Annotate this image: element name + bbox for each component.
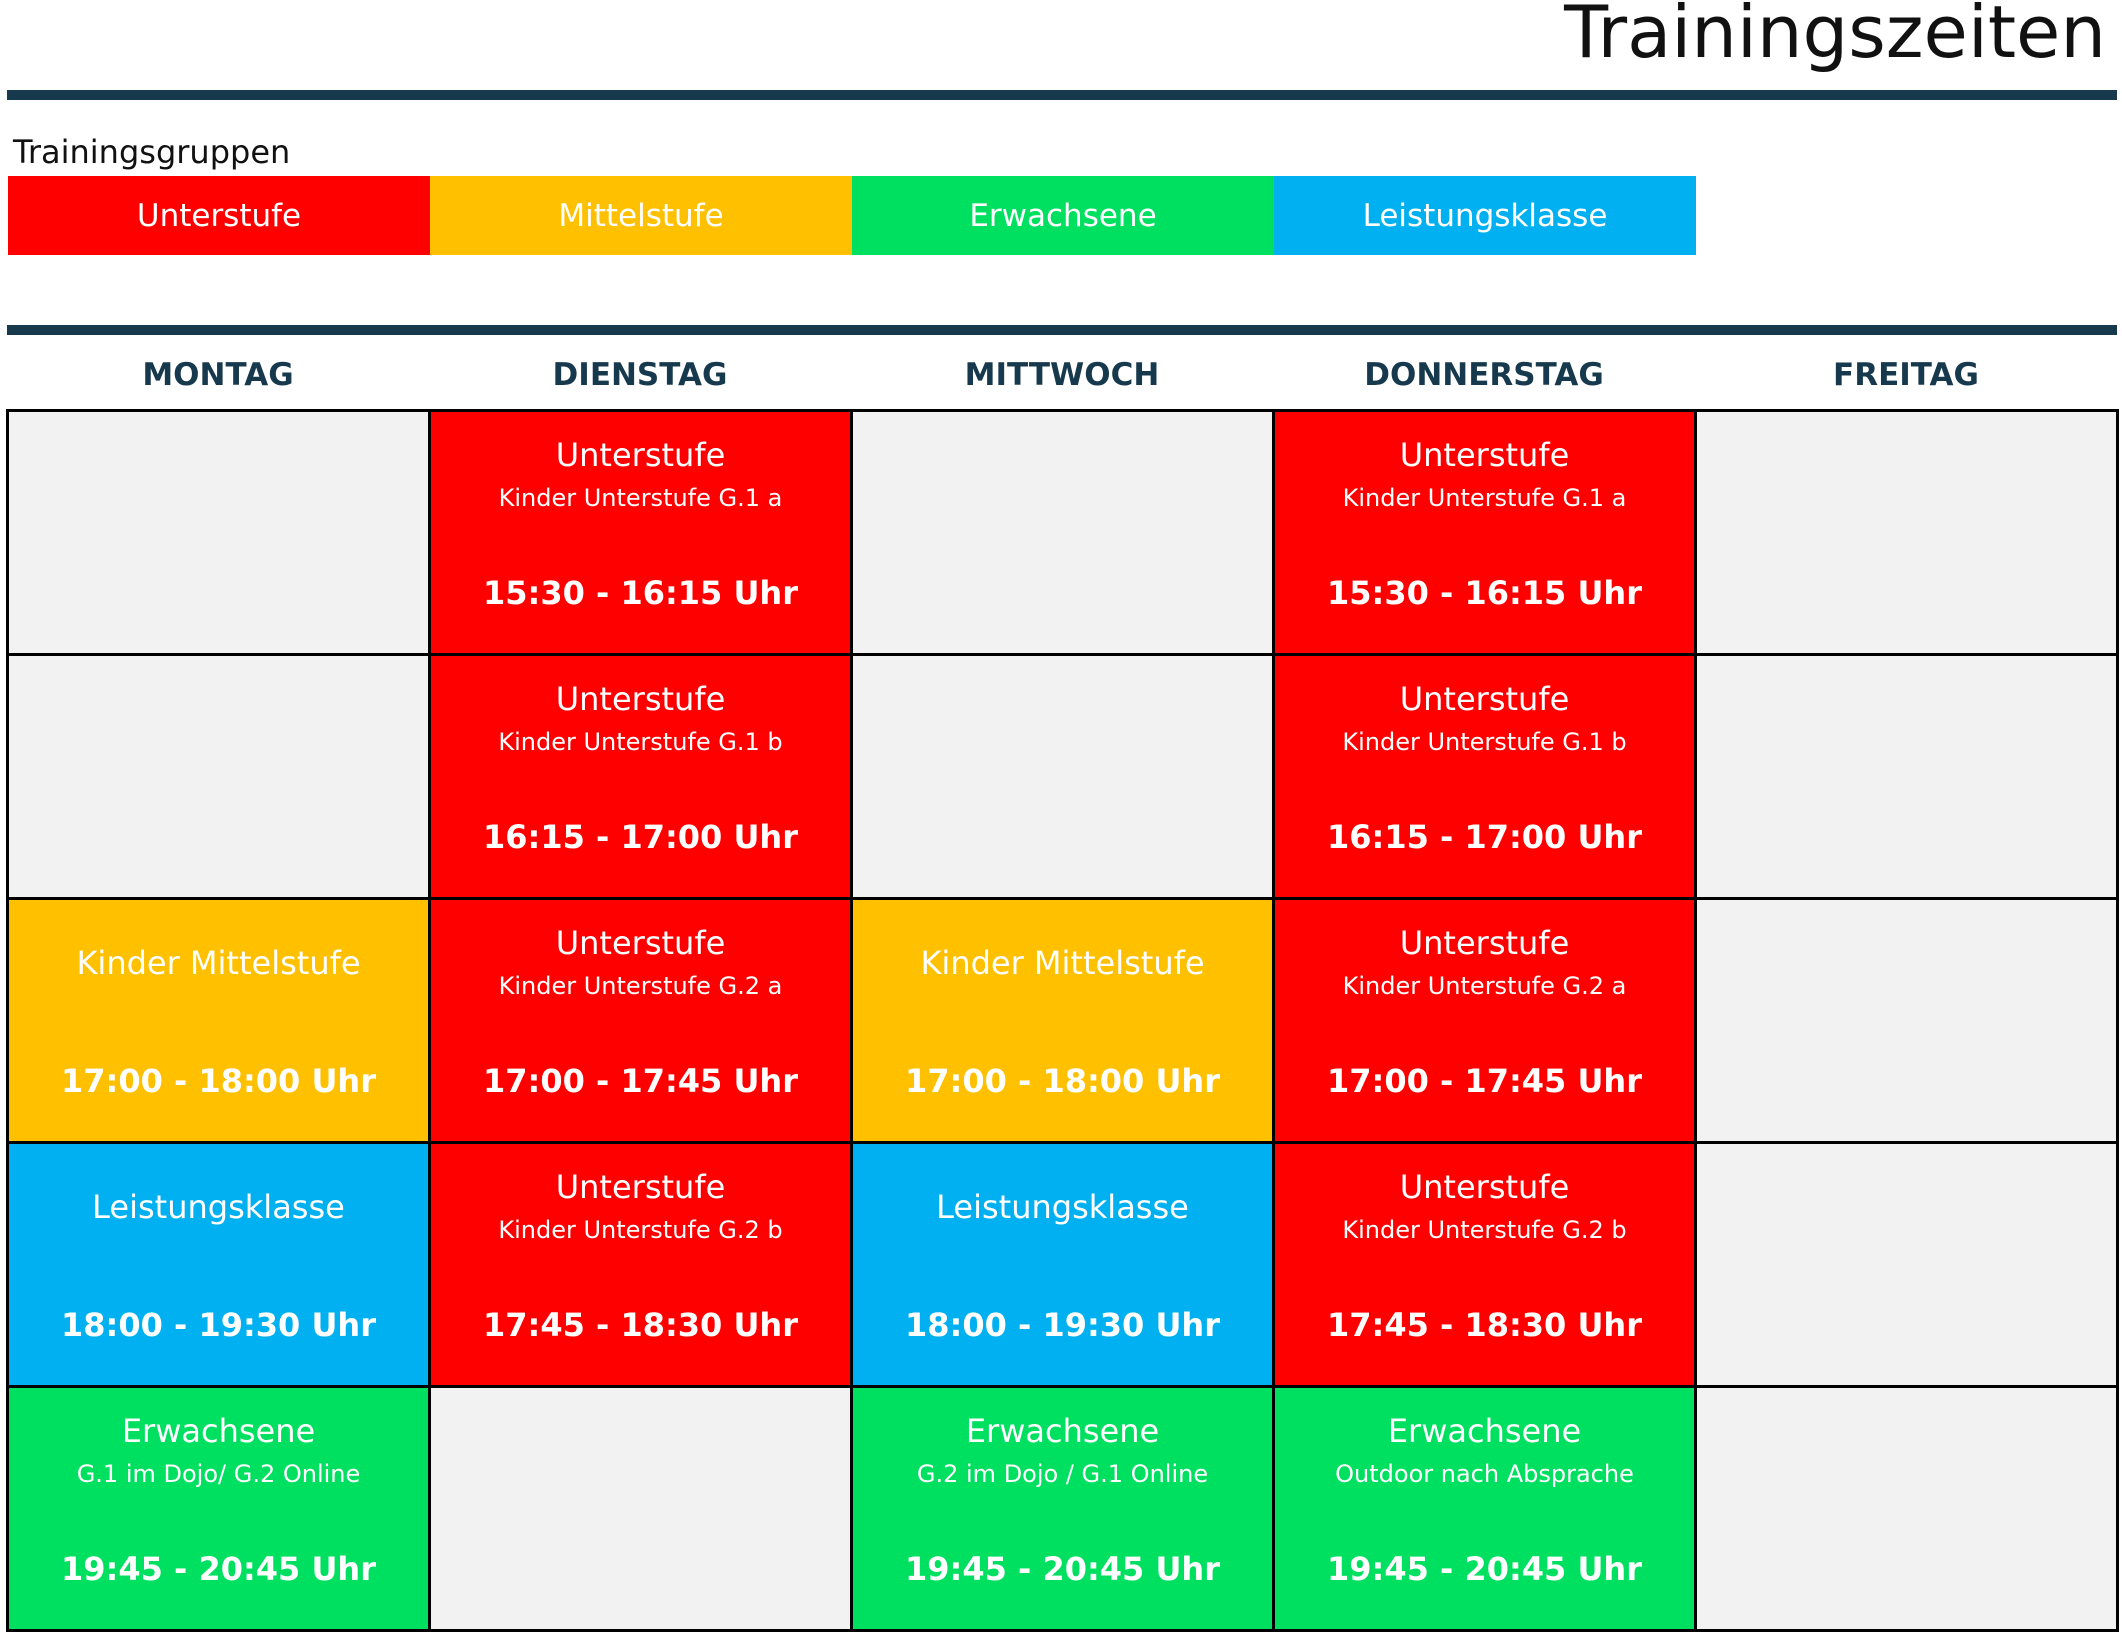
schedule-cell-empty [1697,1388,2119,1632]
session-time: 15:30 - 16:15 Uhr [1327,574,1642,612]
legend-item-mittelstufe: Mittelstufe [430,176,852,255]
session-title: Unterstufe [1399,924,1570,962]
session-subtitle: Kinder Unterstufe G.2 b [498,1216,783,1244]
legend-item-unterstufe: Unterstufe [8,176,430,255]
session-time: 17:00 - 18:00 Uhr [905,1062,1220,1100]
session-title: Leistungsklasse [92,1188,345,1226]
session-time: 18:00 - 19:30 Uhr [905,1306,1220,1344]
schedule-cell: Leistungsklasse 18:00 - 19:30 Uhr [853,1144,1275,1388]
session-subtitle: Kinder Unterstufe G.1 a [498,484,783,512]
session-time: 17:00 - 17:45 Uhr [483,1062,798,1100]
session-subtitle: G.2 im Dojo / G.1 Online [916,1460,1209,1488]
day-header-freitag: FREITAG [1833,357,1979,393]
session-time: 15:30 - 16:15 Uhr [483,574,798,612]
session-subtitle: Kinder Unterstufe G.2 a [1342,972,1627,1000]
legend-item-erwachsene: Erwachsene [852,176,1274,255]
session-time: 16:15 - 17:00 Uhr [1327,818,1642,856]
day-header-dienstag: DIENSTAG [552,357,728,393]
session-title: Unterstufe [1399,1168,1570,1206]
schedule-grid: Unterstufe Kinder Unterstufe G.1 a 15:30 -… [6,409,2119,1632]
session-time: 17:45 - 18:30 Uhr [483,1306,798,1344]
session-title: Unterstufe [555,1168,726,1206]
session-subtitle: Kinder Unterstufe G.1 b [498,728,783,756]
day-header-mittwoch: MITTWOCH [964,357,1160,393]
divider-top [7,90,2117,100]
session-time: 17:45 - 18:30 Uhr [1327,1306,1642,1344]
schedule-cell-empty [9,656,431,900]
schedule-cell-empty [1697,900,2119,1144]
session-title: Erwachsene [1387,1412,1582,1450]
session-time: 17:00 - 18:00 Uhr [61,1062,376,1100]
session-subtitle: G.1 im Dojo/ G.2 Online [76,1460,361,1488]
day-header-donnerstag: DONNERSTAG [1364,357,1604,393]
session-title: Erwachsene [965,1412,1160,1450]
schedule-cell: Unterstufe Kinder Unterstufe G.2 b 17:45 -… [1275,1144,1697,1388]
session-time: 18:00 - 19:30 Uhr [61,1306,376,1344]
schedule-cell-empty [1697,656,2119,900]
session-title: Erwachsene [121,1412,316,1450]
session-time: 19:45 - 20:45 Uhr [1327,1550,1642,1588]
session-subtitle: Outdoor nach Absprache [1335,1460,1634,1488]
schedule-cell: Unterstufe Kinder Unterstufe G.2 b 17:45 -… [431,1144,853,1388]
day-headers: MONTAG DIENSTAG MITTWOCH DONNERSTAG FREI… [7,340,2117,410]
schedule-cell-empty [9,412,431,656]
schedule-cell: Erwachsene G.2 im Dojo / G.1 Online 19:45 … [853,1388,1275,1632]
schedule-cell: Unterstufe Kinder Unterstufe G.2 a 17:00 -… [431,900,853,1144]
schedule-cell: Kinder Mittelstufe 17:00 - 18:00 Uhr [853,900,1275,1144]
legend-heading: Trainingsgruppen [13,133,291,171]
session-time: 19:45 - 20:45 Uhr [905,1550,1220,1588]
session-title: Unterstufe [555,924,726,962]
session-subtitle: Kinder Unterstufe G.1 b [1342,728,1627,756]
session-title: Kinder Mittelstufe [76,944,361,982]
session-time: 17:00 - 17:45 Uhr [1327,1062,1642,1100]
schedule-cell: Erwachsene G.1 im Dojo/ G.2 Online 19:45 -… [9,1388,431,1632]
schedule-cell: Kinder Mittelstufe 17:00 - 18:00 Uhr [9,900,431,1144]
schedule-cell-empty [853,412,1275,656]
session-title: Unterstufe [1399,436,1570,474]
legend-item-leistungsklasse: Leistungsklasse [1274,176,1696,255]
schedule-cell-empty [1697,412,2119,656]
legend: Unterstufe Mittelstufe Erwachsene Leistu… [8,176,1696,255]
session-title: Leistungsklasse [936,1188,1189,1226]
schedule-cell: Unterstufe Kinder Unterstufe G.1 b 16:15 -… [431,656,853,900]
divider-middle [7,325,2117,335]
schedule-cell: Unterstufe Kinder Unterstufe G.2 a 17:00 -… [1275,900,1697,1144]
schedule-cell-empty [1697,1144,2119,1388]
session-title: Unterstufe [555,680,726,718]
schedule-cell-empty [853,656,1275,900]
session-title: Kinder Mittelstufe [920,944,1205,982]
page-title: Trainingszeiten [1564,0,2106,74]
session-subtitle: Kinder Unterstufe G.2 b [1342,1216,1627,1244]
schedule-cell-empty [431,1388,853,1632]
session-subtitle: Kinder Unterstufe G.1 a [1342,484,1627,512]
session-time: 16:15 - 17:00 Uhr [483,818,798,856]
session-time: 19:45 - 20:45 Uhr [61,1550,376,1588]
schedule-cell: Leistungsklasse 18:00 - 19:30 Uhr [9,1144,431,1388]
session-subtitle: Kinder Unterstufe G.2 a [498,972,783,1000]
session-title: Unterstufe [555,436,726,474]
schedule-cell: Unterstufe Kinder Unterstufe G.1 b 16:15 -… [1275,656,1697,900]
session-title: Unterstufe [1399,680,1570,718]
schedule-cell: Unterstufe Kinder Unterstufe G.1 a 15:30 -… [431,412,853,656]
schedule-cell: Erwachsene Outdoor nach Absprache 19:45 - … [1275,1388,1697,1632]
schedule-cell: Unterstufe Kinder Unterstufe G.1 a 15:30 -… [1275,412,1697,656]
day-header-montag: MONTAG [142,357,294,393]
